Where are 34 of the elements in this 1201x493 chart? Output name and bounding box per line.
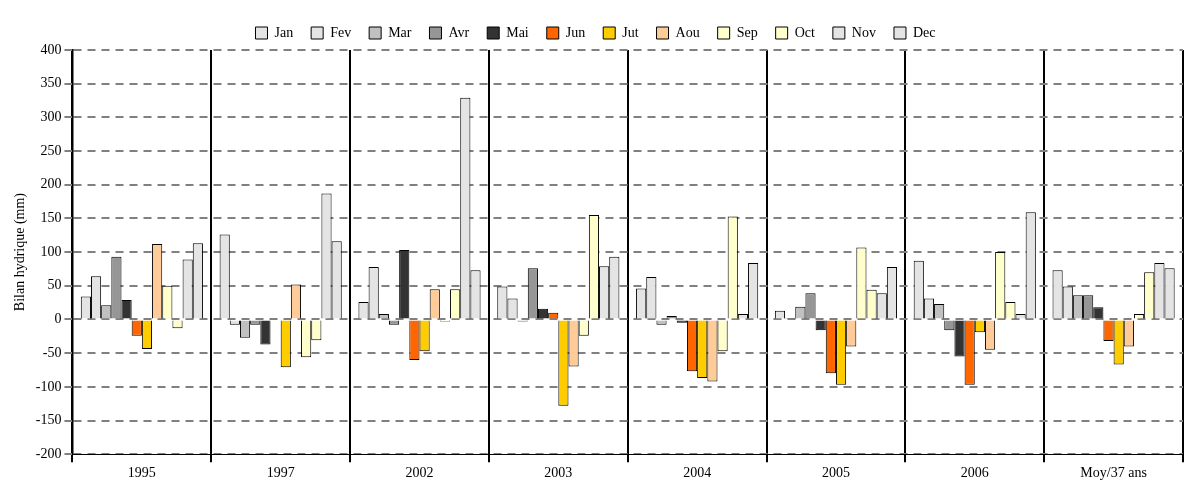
legend-label: Jun: [565, 24, 586, 40]
y-tick-label: -150: [35, 412, 62, 428]
legend-label: Jut: [622, 24, 639, 40]
legend-label: Jan: [274, 24, 294, 40]
legend-label: Aou: [675, 24, 700, 40]
legend-label: Fev: [330, 24, 352, 40]
y-tick-label: 150: [40, 210, 62, 226]
legend-label: Nov: [851, 24, 876, 40]
legend-label: Oct: [794, 24, 815, 40]
y-tick-label: 350: [40, 75, 62, 91]
y-tick-label: -50: [42, 344, 62, 360]
y-tick-label: -200: [35, 445, 62, 461]
x-tick-label: 2005: [821, 465, 850, 481]
x-tick-label: 2002: [405, 465, 434, 481]
y-tick-label: 300: [40, 109, 62, 125]
y-tick-label: 0: [54, 311, 62, 327]
legend-label: Mai: [506, 24, 529, 40]
x-tick-label: Moy/37 ans: [1080, 465, 1147, 481]
y-tick-label: -100: [35, 378, 62, 394]
y-tick-label: 100: [40, 243, 62, 259]
x-tick-label: 2004: [683, 465, 712, 481]
legend-label: Dec: [912, 24, 936, 40]
legend-label: Avr: [448, 24, 470, 40]
y-tick-label: 50: [47, 277, 62, 293]
x-tick-label: 2003: [544, 465, 573, 481]
x-tick-label: 2006: [960, 465, 989, 481]
x-tick-label: 1995: [127, 465, 156, 481]
y-tick-label: 250: [40, 142, 62, 158]
x-tick-label: 1997: [266, 465, 295, 481]
legend-label: Sep: [736, 24, 758, 40]
y-tick-label: 200: [40, 176, 62, 192]
y-tick-label: 400: [40, 41, 62, 57]
y-axis-title: Bilan hydrique (mm): [12, 192, 29, 312]
legend-label: Mar: [388, 24, 412, 40]
